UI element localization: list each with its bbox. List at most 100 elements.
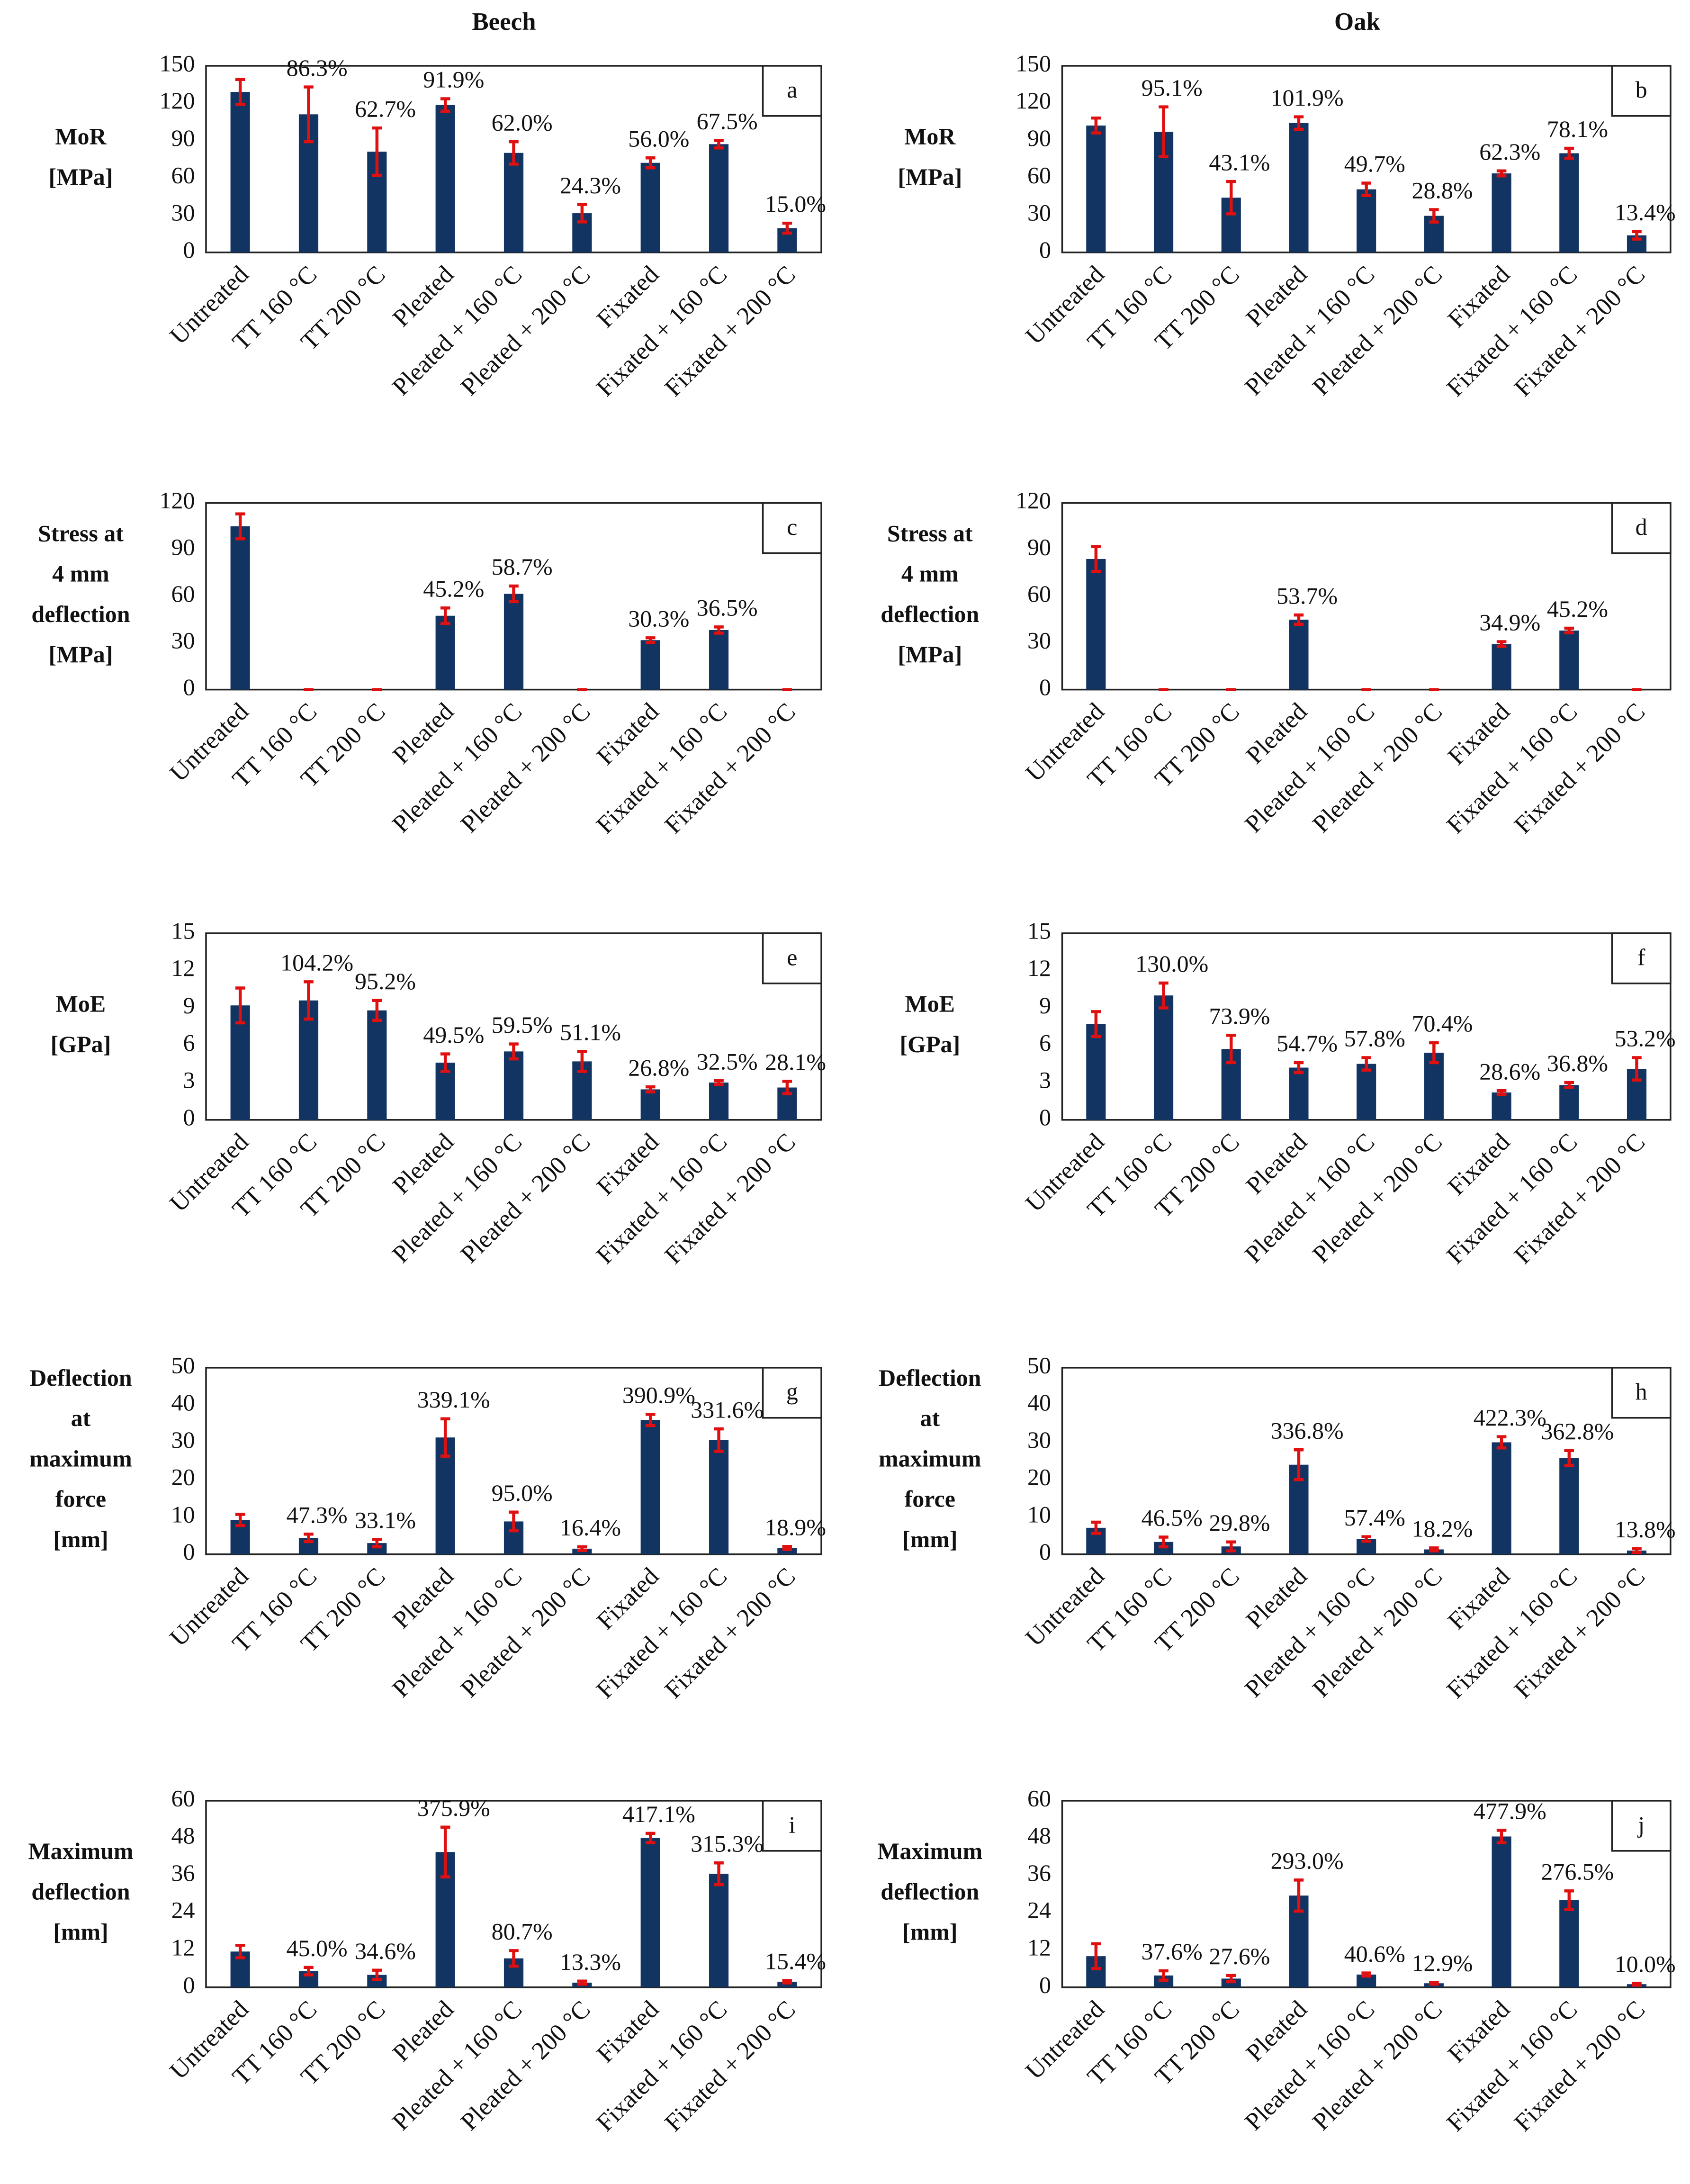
y-tick-label: 120 bbox=[160, 87, 195, 114]
y-tick-label: 50 bbox=[1027, 1352, 1051, 1378]
bar bbox=[777, 1981, 797, 1987]
error-bar bbox=[509, 584, 519, 604]
annotation: 15.4% bbox=[765, 1948, 826, 1975]
bar bbox=[503, 1051, 524, 1120]
y-axis-label: at bbox=[920, 1405, 940, 1431]
error-bar bbox=[1159, 1535, 1169, 1549]
y-tick-label: 0 bbox=[183, 1538, 195, 1565]
plot-frame bbox=[205, 932, 822, 1121]
y-axis-label: [mm] bbox=[53, 1919, 108, 1945]
y-axis-label: force bbox=[905, 1486, 955, 1512]
annotation: 43.1% bbox=[1209, 149, 1270, 175]
y-axis-label: [MPa] bbox=[898, 163, 962, 190]
y-tick-label: 0 bbox=[183, 1104, 195, 1130]
error-bar bbox=[645, 1085, 656, 1093]
annotation: 57.8% bbox=[1344, 1025, 1405, 1052]
bar bbox=[1086, 1024, 1106, 1120]
error-bar bbox=[509, 1949, 519, 1968]
annotation: 47.3% bbox=[287, 1501, 348, 1528]
annotation: 95.1% bbox=[1142, 74, 1203, 101]
annotation: 32.5% bbox=[697, 1048, 758, 1074]
bar bbox=[709, 1874, 729, 1987]
error-bar bbox=[1226, 1034, 1236, 1065]
error-bar bbox=[1294, 115, 1304, 131]
bar bbox=[709, 630, 729, 690]
panel-label: b bbox=[1636, 76, 1647, 103]
y-axis-label: MoE bbox=[905, 991, 955, 1017]
panel-label: e bbox=[787, 944, 797, 970]
y-axis-label: force bbox=[55, 1486, 106, 1512]
annotation: 86.3% bbox=[287, 54, 348, 81]
annotation: 51.1% bbox=[560, 1019, 621, 1046]
error-bar bbox=[372, 1538, 382, 1549]
annotation: 49.7% bbox=[1344, 151, 1405, 177]
error-bar bbox=[1226, 1540, 1236, 1552]
annotation: 336.8% bbox=[1271, 1417, 1344, 1444]
bar bbox=[503, 153, 524, 253]
error-bar bbox=[372, 999, 382, 1022]
y-tick-label: 30 bbox=[171, 627, 195, 654]
error-bar bbox=[714, 1861, 724, 1886]
error-bar bbox=[1564, 626, 1574, 635]
y-axis-label: Stress at bbox=[887, 520, 973, 546]
annotation: 101.9% bbox=[1271, 84, 1344, 111]
error-bar bbox=[509, 1042, 519, 1061]
plot-frame bbox=[1061, 932, 1672, 1121]
bar bbox=[1492, 173, 1511, 253]
y-tick-label: 48 bbox=[171, 1822, 195, 1849]
bar bbox=[709, 1083, 729, 1120]
annotation: 130.0% bbox=[1135, 950, 1208, 977]
panel-label: h bbox=[1636, 1378, 1647, 1405]
panel-label-box bbox=[1611, 1800, 1672, 1852]
error-bar bbox=[577, 1050, 587, 1073]
y-tick-label: 60 bbox=[1027, 580, 1051, 607]
annotation: 18.2% bbox=[1411, 1516, 1473, 1542]
annotation: 293.0% bbox=[1271, 1848, 1344, 1874]
y-tick-label: 0 bbox=[1039, 674, 1051, 700]
y-tick-label: 24 bbox=[171, 1897, 195, 1923]
error-bar bbox=[714, 1427, 724, 1453]
panel-label-box bbox=[1611, 65, 1672, 117]
annotation: 45.0% bbox=[287, 1935, 348, 1961]
annotation: 59.5% bbox=[492, 1011, 553, 1038]
y-tick-label: 40 bbox=[171, 1389, 195, 1416]
y-axis-label: maximum bbox=[879, 1445, 981, 1471]
y-axis-label: Deflection bbox=[879, 1364, 981, 1391]
y-tick-label: 0 bbox=[1039, 1104, 1051, 1130]
bar bbox=[367, 1010, 387, 1120]
annotation: 49.5% bbox=[423, 1021, 484, 1048]
annotation: 331.6% bbox=[691, 1396, 764, 1423]
y-axis-label: maximum bbox=[29, 1445, 132, 1471]
bar bbox=[1559, 630, 1579, 690]
y-tick-label: 30 bbox=[171, 1426, 195, 1453]
annotation: 276.5% bbox=[1541, 1859, 1614, 1885]
annotation: 45.2% bbox=[423, 576, 484, 602]
bar bbox=[230, 92, 250, 253]
y-tick-label: 30 bbox=[171, 199, 195, 226]
annotation: 70.4% bbox=[1411, 1010, 1473, 1037]
error-bar bbox=[235, 986, 245, 1025]
error-bar bbox=[645, 1832, 656, 1844]
y-tick-label: 90 bbox=[1027, 125, 1051, 151]
y-axis-label: MoE bbox=[56, 991, 106, 1017]
error-bar bbox=[440, 1417, 450, 1458]
error-bar bbox=[645, 156, 656, 170]
bar bbox=[1086, 559, 1106, 690]
annotation: 10.0% bbox=[1615, 1950, 1676, 1977]
error-bar bbox=[1496, 169, 1507, 178]
y-axis-label: Maximum bbox=[28, 1838, 133, 1864]
error-bar bbox=[1294, 1878, 1304, 1913]
annotation: 24.3% bbox=[560, 172, 621, 199]
column-title: Beech bbox=[472, 8, 536, 36]
panel-label-box bbox=[1611, 1367, 1672, 1419]
y-tick-label: 60 bbox=[171, 580, 195, 607]
y-axis-label: Maximum bbox=[877, 1838, 982, 1864]
annotation: 26.8% bbox=[628, 1054, 689, 1081]
error-bar bbox=[645, 1413, 656, 1427]
y-axis-label: deflection bbox=[881, 601, 979, 627]
y-axis-label: 4 mm bbox=[52, 560, 109, 587]
error-bar bbox=[440, 1052, 450, 1073]
annotation: 29.8% bbox=[1209, 1509, 1270, 1536]
error-bar bbox=[645, 636, 656, 644]
